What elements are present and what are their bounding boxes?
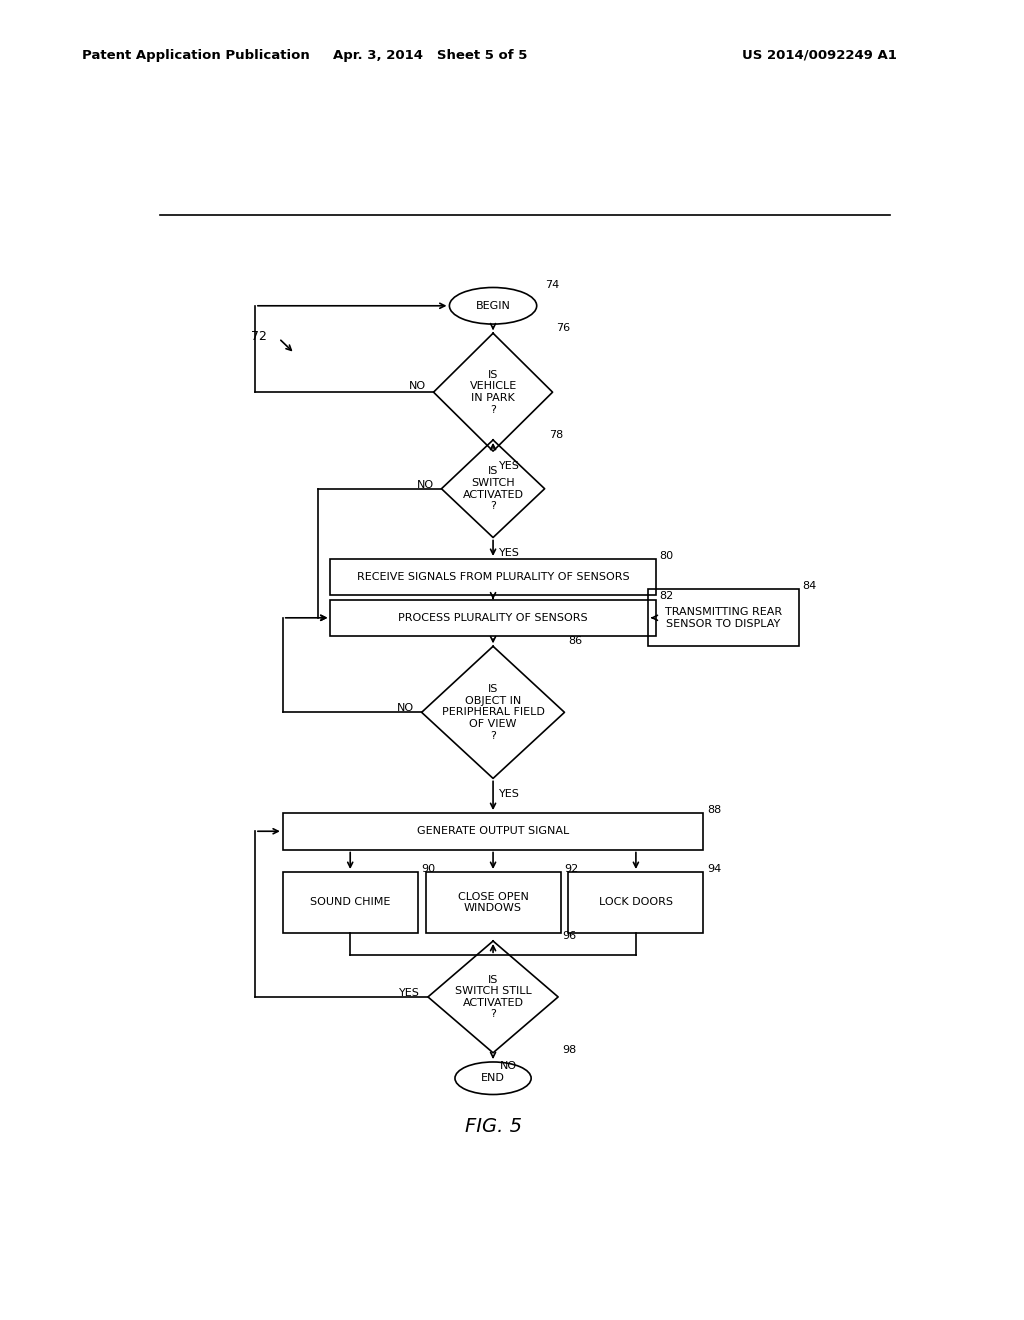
- Bar: [426, 873, 560, 933]
- Text: 98: 98: [562, 1045, 577, 1055]
- Text: IS
OBJECT IN
PERIPHERAL FIELD
OF VIEW
?: IS OBJECT IN PERIPHERAL FIELD OF VIEW ?: [441, 684, 545, 741]
- Text: RECEIVE SIGNALS FROM PLURALITY OF SENSORS: RECEIVE SIGNALS FROM PLURALITY OF SENSOR…: [356, 572, 630, 582]
- Text: NO: NO: [409, 381, 426, 391]
- Text: SOUND CHIME: SOUND CHIME: [310, 898, 390, 907]
- Text: 82: 82: [659, 591, 674, 602]
- Text: 76: 76: [557, 323, 570, 333]
- Text: FIG. 5: FIG. 5: [465, 1117, 521, 1135]
- Text: IS
VEHICLE
IN PARK
?: IS VEHICLE IN PARK ?: [469, 370, 517, 414]
- Text: IS
SWITCH STILL
ACTIVATED
?: IS SWITCH STILL ACTIVATED ?: [455, 974, 531, 1019]
- Text: 72: 72: [251, 330, 267, 343]
- Text: YES: YES: [500, 461, 520, 471]
- Text: 80: 80: [659, 550, 674, 561]
- Text: NO: NO: [500, 1061, 516, 1071]
- Text: PROCESS PLURALITY OF SENSORS: PROCESS PLURALITY OF SENSORS: [398, 612, 588, 623]
- Text: YES: YES: [500, 788, 520, 799]
- Text: 78: 78: [549, 430, 563, 440]
- Text: CLOSE OPEN
WINDOWS: CLOSE OPEN WINDOWS: [458, 891, 528, 913]
- Text: 74: 74: [545, 280, 559, 290]
- Text: IS
SWITCH
ACTIVATED
?: IS SWITCH ACTIVATED ?: [463, 466, 523, 511]
- Text: 90: 90: [422, 863, 436, 874]
- Bar: [283, 873, 418, 933]
- Text: 94: 94: [708, 863, 722, 874]
- Text: BEGIN: BEGIN: [475, 301, 511, 310]
- Text: 84: 84: [803, 581, 817, 591]
- Bar: [331, 558, 655, 595]
- Text: US 2014/0092249 A1: US 2014/0092249 A1: [741, 49, 897, 62]
- Bar: [331, 599, 655, 636]
- Text: Apr. 3, 2014   Sheet 5 of 5: Apr. 3, 2014 Sheet 5 of 5: [333, 49, 527, 62]
- Bar: [283, 813, 703, 850]
- Bar: [568, 873, 703, 933]
- Text: TRANSMITTING REAR
SENSOR TO DISPLAY: TRANSMITTING REAR SENSOR TO DISPLAY: [665, 607, 781, 628]
- Text: 88: 88: [708, 805, 722, 814]
- Bar: [648, 589, 799, 647]
- Text: NO: NO: [396, 704, 414, 713]
- Text: Patent Application Publication: Patent Application Publication: [82, 49, 309, 62]
- Text: NO: NO: [417, 479, 433, 490]
- Text: YES: YES: [399, 987, 420, 998]
- Text: GENERATE OUTPUT SIGNAL: GENERATE OUTPUT SIGNAL: [417, 826, 569, 837]
- Text: YES: YES: [500, 548, 520, 557]
- Text: 86: 86: [568, 636, 583, 647]
- Text: 96: 96: [562, 931, 577, 941]
- Text: LOCK DOORS: LOCK DOORS: [599, 898, 673, 907]
- Text: END: END: [481, 1073, 505, 1084]
- Text: 92: 92: [564, 863, 579, 874]
